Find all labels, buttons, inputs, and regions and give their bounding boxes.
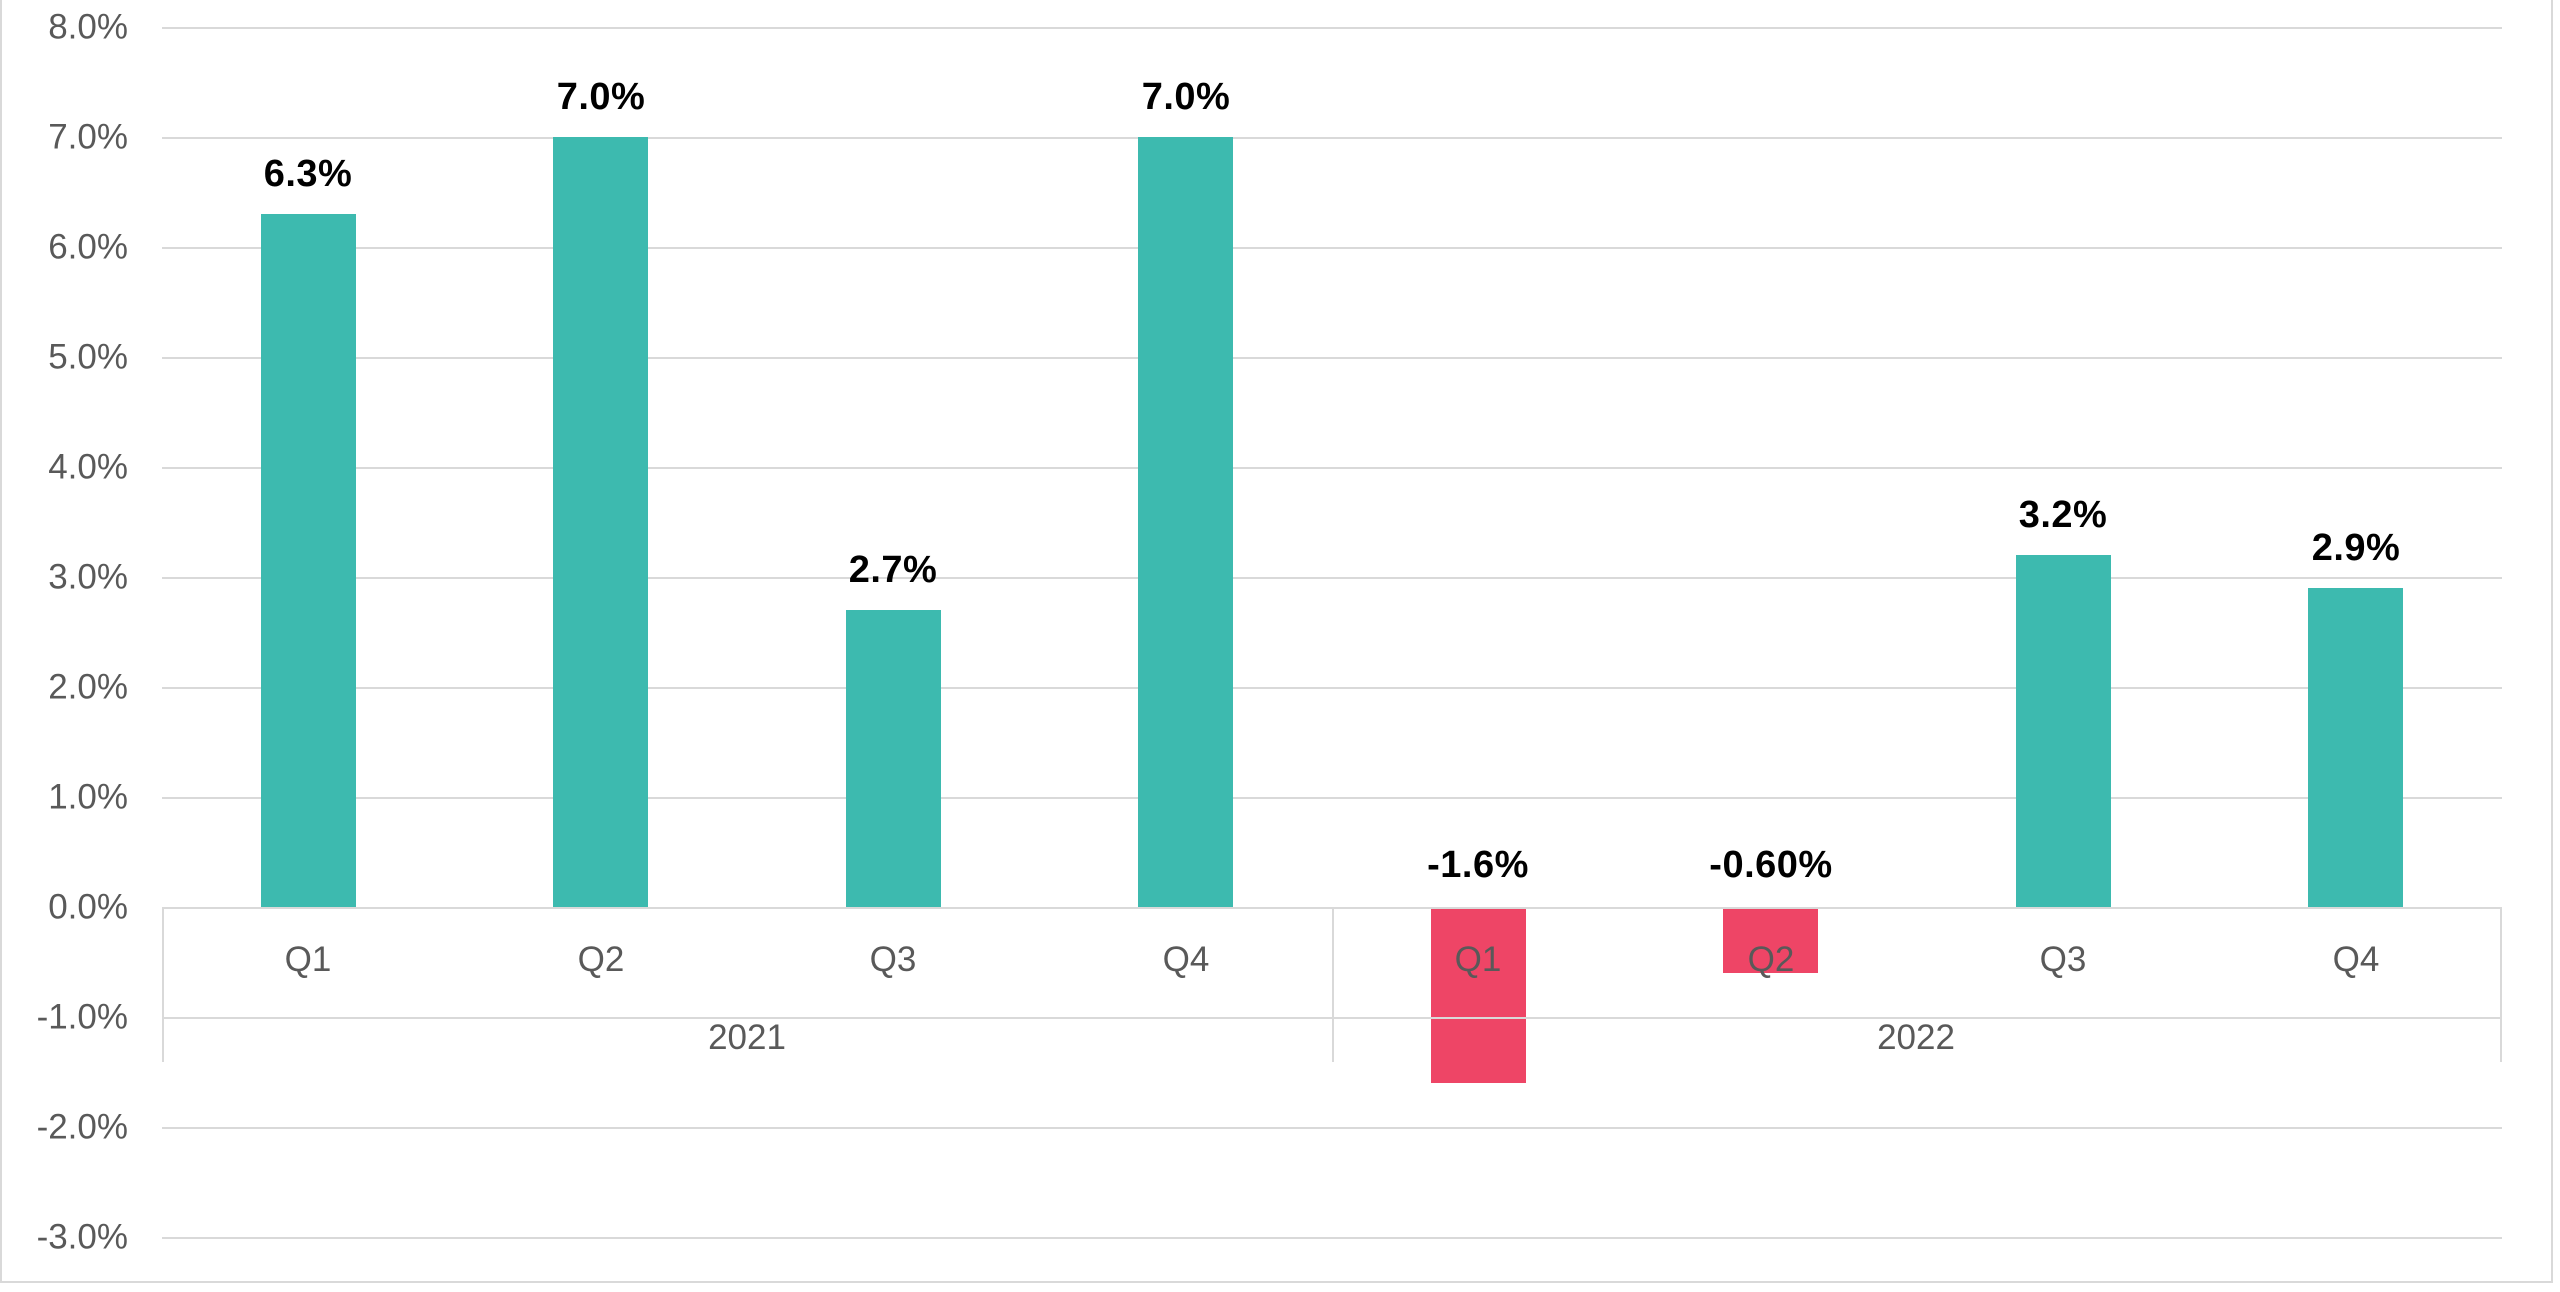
data-label-q2-2021: 7.0% <box>556 76 646 118</box>
y-axis-tick-label: 4.0% <box>48 447 128 487</box>
data-label-q3-2021: 2.7% <box>848 549 938 591</box>
x-axis-label-q1-2022: Q1 <box>1454 940 1502 979</box>
gridline--2.0% <box>162 1127 2502 1129</box>
x-axis-label-q4-2021: Q4 <box>1162 940 1210 979</box>
gridline-7.0% <box>162 137 2502 139</box>
gridline-6.0% <box>162 247 2502 249</box>
gridline--3.0% <box>162 1237 2502 1239</box>
data-label-q1-2022: -1.6% <box>1427 844 1529 886</box>
bar-q3-2022 <box>2016 555 2111 907</box>
x-axis-label-q4-2022: Q4 <box>2332 940 2380 979</box>
category-axis-separator-1 <box>1332 907 1334 1062</box>
y-axis-tick-label: 8.0% <box>48 7 128 47</box>
y-axis-tick-label: 0.0% <box>48 887 128 927</box>
y-axis-tick-label: -2.0% <box>36 1107 128 1147</box>
y-axis-tick-label: -1.0% <box>36 997 128 1037</box>
data-label-q2-2022: -0.60% <box>1709 844 1833 886</box>
data-label-q4-2021: 7.0% <box>1141 76 1231 118</box>
gridline-3.0% <box>162 577 2502 579</box>
gridline-2.0% <box>162 687 2502 689</box>
data-label-q4-2022: 2.9% <box>2311 527 2401 569</box>
y-axis-tick-label: 7.0% <box>48 117 128 157</box>
y-axis-tick-label: 3.0% <box>48 557 128 597</box>
x-axis-year-label-2022: 2022 <box>1877 1018 1955 1057</box>
x-axis-year-label-2021: 2021 <box>708 1018 786 1057</box>
x-axis-label-q1-2021: Q1 <box>284 940 332 979</box>
category-level-divider-line <box>162 1017 2500 1019</box>
x-axis-label-q3-2021: Q3 <box>869 940 917 979</box>
bar-q1-2021 <box>261 214 356 907</box>
y-axis-tick-label: 5.0% <box>48 337 128 377</box>
gridline-1.0% <box>162 797 2502 799</box>
y-axis-tick-label: 2.0% <box>48 667 128 707</box>
category-axis-separator-0 <box>162 907 164 1062</box>
x-axis-label-q2-2022: Q2 <box>1747 940 1795 979</box>
x-axis-label-q3-2022: Q3 <box>2039 940 2087 979</box>
gridline-5.0% <box>162 357 2502 359</box>
bar-q4-2021 <box>1138 137 1233 907</box>
data-label-q3-2022: 3.2% <box>2018 494 2108 536</box>
bar-q3-2021 <box>846 610 941 907</box>
bar-q4-2022 <box>2308 588 2403 907</box>
bar-q2-2021 <box>553 137 648 907</box>
y-axis-tick-label: -3.0% <box>36 1217 128 1257</box>
gridline-8.0% <box>162 27 2502 29</box>
category-axis-separator-2 <box>2500 907 2502 1062</box>
bar-q1-2022 <box>1431 907 1526 1083</box>
bar-q2-2022 <box>1723 907 1818 973</box>
gridline-4.0% <box>162 467 2502 469</box>
y-axis-tick-label: 6.0% <box>48 227 128 267</box>
x-axis-label-q2-2021: Q2 <box>577 940 625 979</box>
data-label-q1-2021: 6.3% <box>263 153 353 195</box>
y-axis-tick-label: 1.0% <box>48 777 128 817</box>
